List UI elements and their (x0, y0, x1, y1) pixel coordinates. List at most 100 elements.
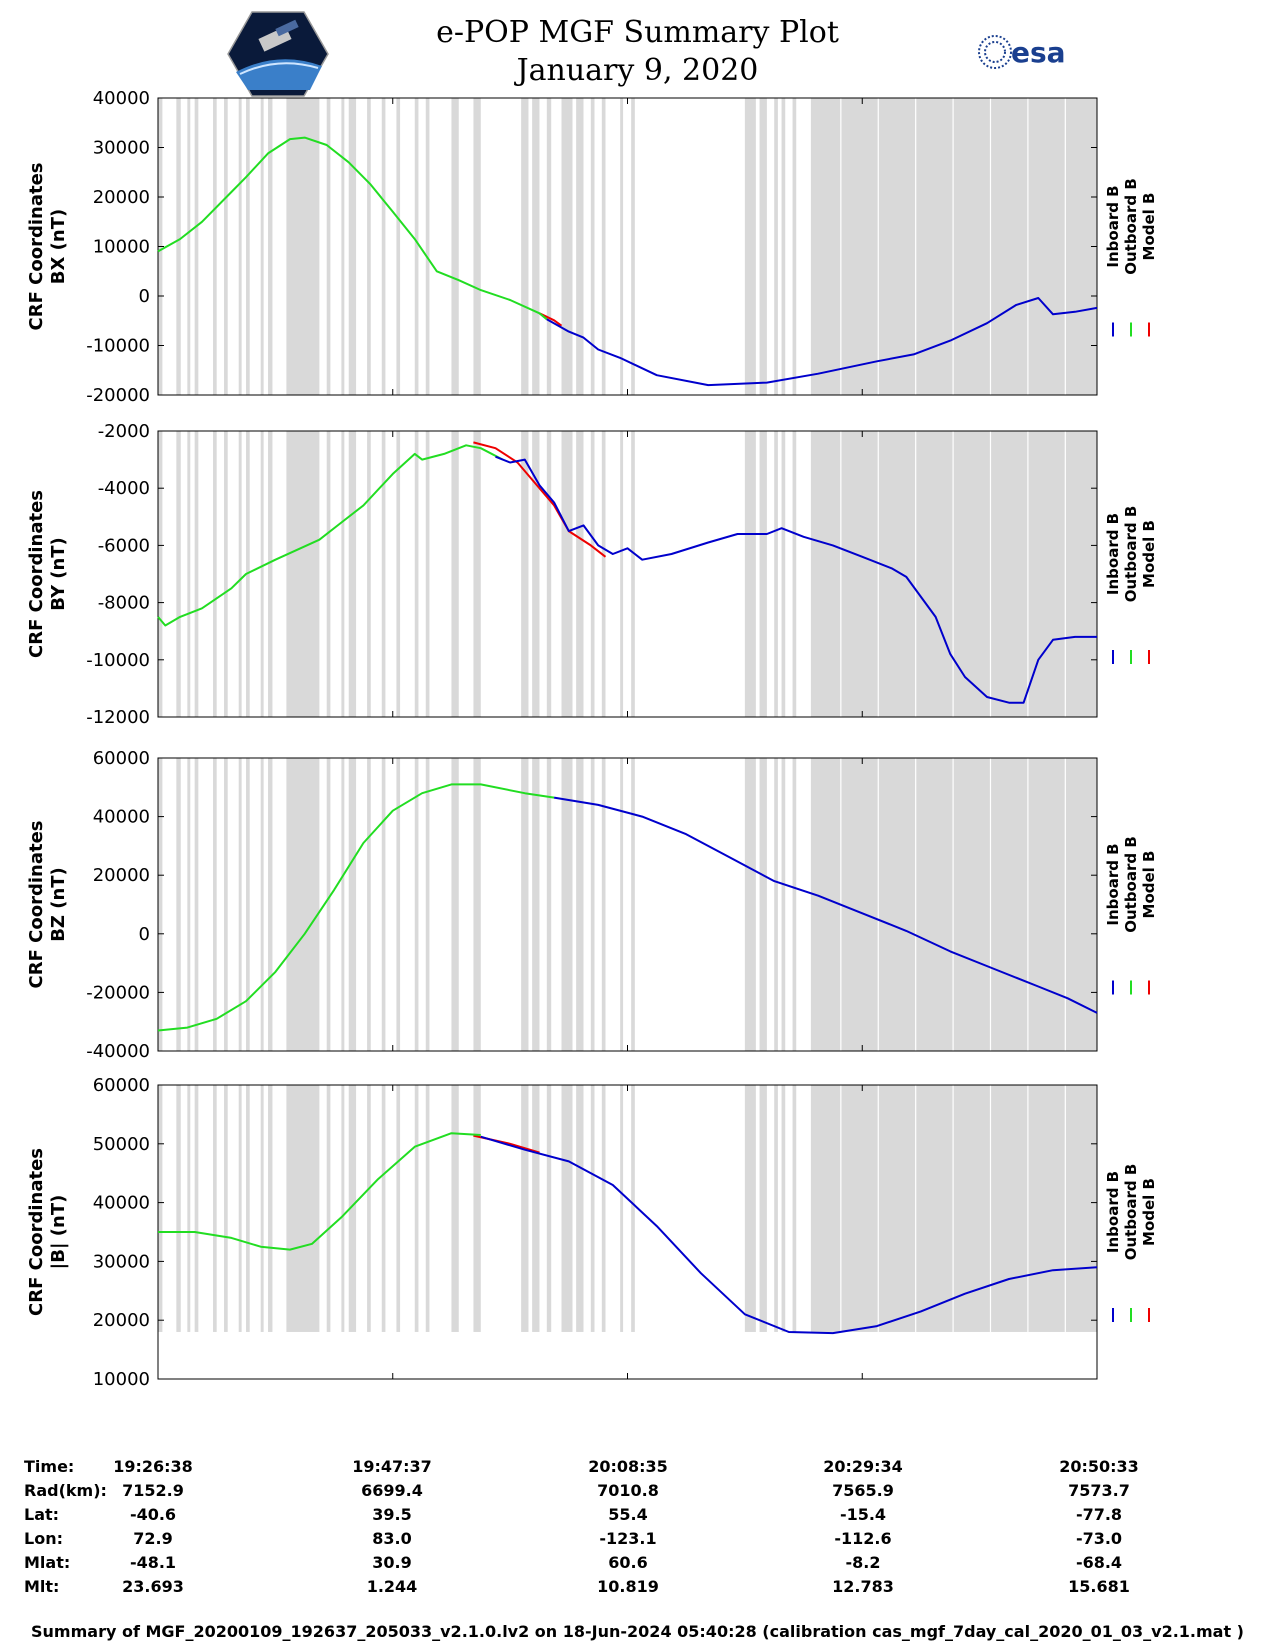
legend-label: Outboard B (1122, 506, 1140, 603)
gap-band (194, 98, 199, 395)
legend-label: Model B (1140, 851, 1158, 919)
gap-band (286, 1085, 320, 1332)
orbit-info-value: -68.4 (1075, 1553, 1123, 1572)
gap-band (224, 758, 228, 1051)
y-axis-label-line-2: BY (nT) (48, 537, 69, 611)
gap-band-stripe (840, 1085, 842, 1332)
gap-band (810, 98, 1097, 395)
chart-panel-1: 40000 30000 20000 10000 0 -10000 -20000 CRF Coo… (26, 88, 1158, 406)
gap-band-stripe (877, 1085, 879, 1332)
orbit-info-value: -77.8 (1075, 1505, 1123, 1524)
gap-band (781, 98, 786, 395)
gap-band (620, 758, 624, 1051)
gap-band (546, 1085, 552, 1332)
gap-band (348, 758, 357, 1051)
orbit-info-value: 55.4 (608, 1505, 648, 1524)
gap-band (759, 1085, 767, 1332)
inboard-b-series-line (495, 455, 1097, 704)
gap-band (260, 431, 264, 717)
orbit-info-value: 1.244 (366, 1577, 418, 1596)
gap-band (194, 1085, 199, 1332)
gap-band (810, 431, 1097, 717)
gap-band (781, 758, 786, 1051)
gap-band (238, 98, 242, 395)
y-axis-label-line-1: CRF Coordinates (26, 163, 47, 331)
y-tick-label: -2000 (98, 421, 150, 442)
legend-label: Inboard B (1104, 185, 1122, 267)
legend-label: Outboard B (1122, 178, 1140, 275)
gap-band (792, 1085, 797, 1332)
outboard-b-series-line (157, 136, 548, 321)
y-tick-label: 60000 (93, 748, 150, 769)
gap-band (367, 98, 371, 395)
gap-band (744, 98, 756, 395)
gap-band (576, 758, 584, 1051)
gap-band (381, 758, 386, 1051)
gap-band-stripe (989, 98, 992, 395)
orbit-info-table: Time: 19:26:38 19:47:37 20:08:35 20:29:34 20:… (0, 1457, 1275, 1610)
orbit-info-value: -40.6 (129, 1505, 177, 1524)
orbit-info-value: -15.4 (839, 1505, 887, 1524)
gap-band (176, 431, 181, 717)
gap-band-stripe (1027, 758, 1029, 1051)
orbit-info-row-label: Mlat: (24, 1553, 71, 1572)
orbit-info-value: 83.0 (372, 1529, 412, 1548)
gap-band (744, 758, 756, 1051)
gap-band-stripe (1064, 1085, 1066, 1332)
gap-band (744, 1085, 756, 1332)
gap-band-stripe (1064, 98, 1066, 395)
y-tick-label: -8000 (98, 593, 150, 614)
gap-band (286, 98, 320, 395)
gap-band (425, 431, 430, 717)
orbit-info-value: -8.2 (845, 1553, 881, 1572)
legend-label: Inboard B (1104, 843, 1122, 925)
gap-band (792, 758, 797, 1051)
gap-band (176, 98, 181, 395)
gap-band (451, 431, 459, 717)
gap-band (213, 431, 217, 717)
y-tick-label: -10000 (86, 650, 150, 671)
gap-band (532, 1085, 540, 1332)
gap-band (187, 758, 191, 1051)
y-tick-label: -4000 (98, 478, 150, 499)
y-tick-label: -20000 (86, 982, 150, 1003)
y-tick-label: 50000 (93, 1134, 150, 1155)
legend-label: Model B (1140, 1178, 1158, 1246)
gap-band (810, 1085, 1097, 1332)
orbit-info-value: 19:47:37 (352, 1457, 432, 1476)
gap-band (473, 98, 481, 395)
y-tick-label: -20000 (86, 385, 150, 406)
orbit-info-value: -123.1 (599, 1529, 657, 1548)
legend-label: Inboard B (1104, 513, 1122, 595)
gap-band (341, 758, 345, 1051)
gap-band-stripe (952, 431, 954, 717)
orbit-info-row-label: Lat: (24, 1505, 60, 1524)
orbit-info-value: 20:50:33 (1059, 1457, 1139, 1476)
model-b-series-line (539, 312, 563, 327)
gap-band (601, 758, 606, 1051)
y-tick-label: -6000 (98, 535, 150, 556)
y-tick-label: 10000 (93, 237, 150, 258)
gap-band (781, 1085, 786, 1332)
gap-band (194, 758, 199, 1051)
inboard-b-series-line (546, 297, 1098, 387)
y-axis-label: CRF CoordinatesBX (nT) (26, 163, 69, 331)
cassiope-mission-logo (227, 11, 329, 97)
esa-logo: esa (978, 35, 1066, 69)
gap-band (158, 431, 163, 717)
gap-band (396, 1085, 401, 1332)
gap-band (326, 1085, 331, 1332)
orbit-info-value: 19:26:38 (113, 1457, 193, 1476)
gap-band (246, 98, 250, 395)
gap-band (348, 98, 357, 395)
gap-band (451, 1085, 459, 1332)
gap-band (367, 1085, 371, 1332)
orbit-info-row: Mlt: 23.693 1.244 10.819 12.783 15.681 (0, 1577, 1275, 1601)
gap-band (601, 98, 606, 395)
gap-band (521, 98, 529, 395)
orbit-info-value: -112.6 (834, 1529, 892, 1548)
gap-band-stripe (877, 431, 879, 717)
gap-band (473, 1085, 481, 1332)
chart-panel-3: 60000 40000 20000 0 -20000 -40000 CRF Coordina… (26, 748, 1158, 1062)
